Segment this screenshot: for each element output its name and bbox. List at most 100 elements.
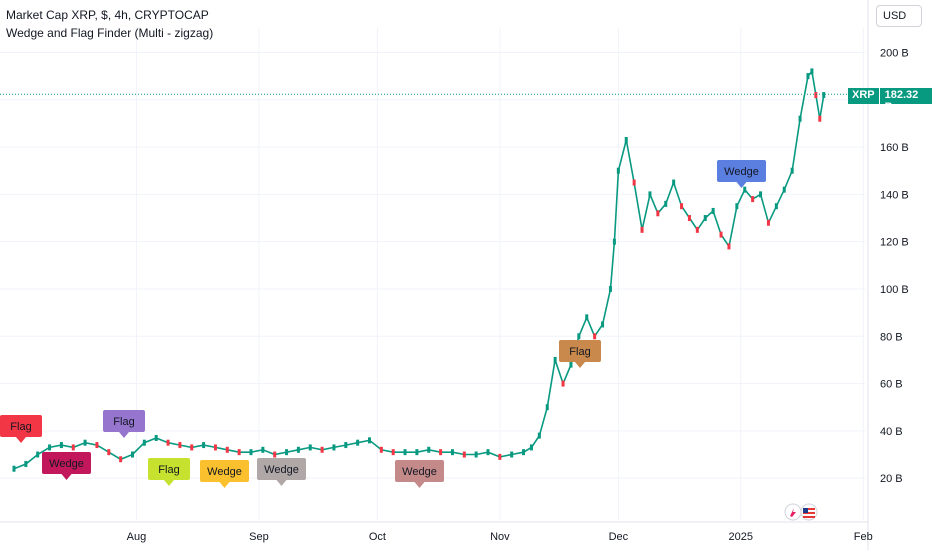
data-point	[368, 437, 371, 444]
y-tick-label: 140 B	[880, 189, 909, 201]
data-point	[585, 314, 589, 321]
chart-title: Market Cap XRP, $, 4h, CRYPTOCAP	[6, 8, 209, 22]
data-point	[415, 449, 419, 456]
pattern-label: Flag	[0, 415, 42, 443]
data-point	[59, 442, 63, 449]
data-point	[766, 219, 770, 226]
data-point	[569, 361, 573, 368]
svg-text:Flag: Flag	[569, 346, 590, 358]
data-point	[703, 215, 707, 222]
data-point	[612, 238, 616, 245]
data-point	[237, 449, 241, 456]
svg-text:Wedge: Wedge	[49, 458, 84, 470]
data-point	[719, 231, 723, 238]
data-point	[450, 449, 454, 456]
svg-text:Flag: Flag	[10, 421, 31, 433]
data-point	[71, 444, 75, 451]
pattern-label: Flag	[103, 410, 145, 438]
data-point	[545, 404, 549, 411]
data-point	[664, 200, 668, 207]
data-point	[225, 446, 229, 453]
indicator-title: Wedge and Flag Finder (Multi - zigzag)	[6, 26, 214, 40]
data-point	[743, 186, 747, 193]
svg-text:Wedge: Wedge	[402, 466, 437, 478]
pattern-label: Wedge	[42, 452, 91, 480]
y-tick-label: 200 B	[880, 47, 909, 59]
data-point	[798, 115, 802, 122]
data-point	[806, 73, 810, 80]
x-tick-label: Oct	[369, 531, 386, 543]
svg-text:Flag: Flag	[158, 464, 179, 476]
data-point	[285, 449, 289, 456]
data-point	[672, 179, 676, 186]
x-tick-label: Sep	[249, 531, 269, 543]
data-point	[332, 444, 336, 451]
data-point	[154, 434, 158, 441]
x-axis: Aug Sep Oct Nov Dec 2025 Feb	[127, 531, 873, 543]
data-point	[608, 285, 612, 292]
data-point	[142, 439, 146, 446]
x-tick-label: Feb	[854, 531, 873, 543]
data-point	[601, 321, 605, 328]
data-point	[656, 210, 660, 217]
data-point	[648, 191, 652, 198]
svg-text:Wedge: Wedge	[724, 166, 759, 178]
data-point	[83, 439, 87, 446]
data-point	[474, 451, 478, 458]
x-tick-label: Dec	[609, 531, 629, 543]
data-point	[48, 444, 52, 451]
data-point	[529, 444, 533, 451]
data-point	[553, 356, 557, 363]
data-point	[356, 439, 360, 446]
pattern-label: Wedge	[395, 460, 444, 488]
data-point	[632, 179, 636, 186]
data-point	[107, 449, 111, 456]
y-tick-label: 120 B	[880, 237, 909, 249]
pattern-label: Flag	[148, 458, 190, 486]
price-tag-symbol: XRP	[848, 88, 880, 104]
x-tick-label: 2025	[729, 531, 753, 543]
data-point	[12, 465, 16, 472]
last-price-tag: XRP 182.32 B	[848, 88, 932, 113]
price-series	[0, 68, 868, 472]
data-point	[213, 444, 217, 451]
data-point	[624, 136, 628, 143]
data-point	[486, 449, 490, 456]
data-point	[439, 449, 443, 456]
pattern-annotations: Flag Wedge Flag Flag Wedge Wedge Wedge Flag Wedg…	[0, 160, 766, 488]
data-point	[379, 446, 383, 453]
data-point	[308, 444, 312, 451]
data-point	[166, 439, 170, 446]
data-point	[403, 449, 407, 456]
data-point	[261, 446, 265, 453]
data-point	[296, 446, 300, 453]
data-point	[695, 226, 699, 233]
data-point	[687, 215, 691, 222]
tradingview-flag-icon[interactable]	[784, 503, 818, 521]
data-point	[751, 196, 755, 203]
data-point	[814, 92, 818, 99]
data-point	[320, 446, 324, 453]
currency-selector[interactable]: USD	[876, 5, 922, 27]
data-point	[537, 432, 541, 439]
data-point	[24, 460, 28, 467]
svg-text:Wedge: Wedge	[207, 466, 242, 478]
data-point	[790, 167, 794, 174]
data-point	[498, 453, 502, 460]
data-point	[727, 243, 731, 250]
x-tick-label: Aug	[127, 531, 147, 543]
data-point	[774, 203, 778, 210]
data-point	[344, 442, 348, 449]
series-line	[13, 69, 825, 470]
data-point	[759, 191, 763, 198]
svg-text:Flag: Flag	[113, 416, 134, 428]
pattern-label: Wedge	[257, 458, 306, 486]
x-tick-label: Nov	[490, 531, 510, 543]
data-point	[561, 380, 565, 387]
data-point	[818, 115, 822, 122]
data-point	[782, 186, 786, 193]
pattern-label: Flag	[559, 340, 601, 368]
data-point	[249, 449, 253, 456]
data-point	[36, 451, 40, 458]
